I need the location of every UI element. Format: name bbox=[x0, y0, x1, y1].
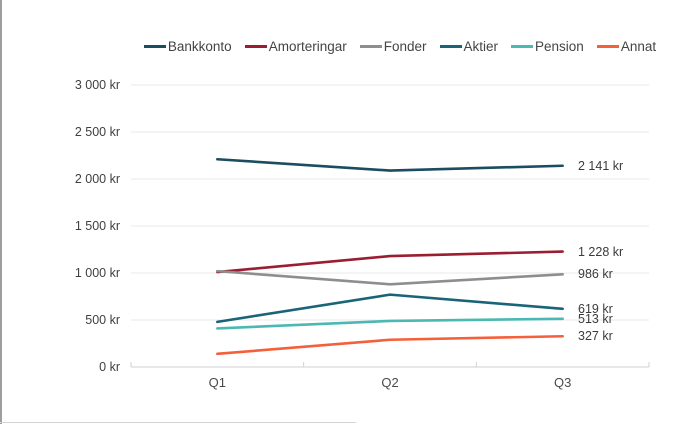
series-line-pension bbox=[216, 317, 564, 330]
legend-line-swatch bbox=[143, 44, 166, 48]
legend-item-aktier: Aktier bbox=[439, 38, 499, 54]
legend-line-swatch bbox=[439, 44, 462, 48]
series-line-fonder bbox=[216, 269, 564, 286]
series-end-value-label: 513 kr bbox=[578, 311, 613, 326]
legend-label: Amorteringar bbox=[268, 38, 347, 54]
y-axis-tick-label: 500 kr bbox=[85, 313, 120, 327]
x-axis-category-label: Q1 bbox=[208, 375, 226, 390]
legend-label: Fonder bbox=[383, 38, 427, 54]
legend-line-swatch bbox=[359, 44, 382, 48]
series-line-annat bbox=[216, 334, 564, 356]
series-line-aktier bbox=[216, 293, 564, 324]
series-end-value-label: 619 kr bbox=[578, 301, 613, 316]
x-axis-category-label: Q3 bbox=[553, 375, 572, 390]
series-end-value-label: 2 141 kr bbox=[578, 158, 624, 173]
legend-label: Bankkonto bbox=[167, 38, 232, 54]
y-axis-tick-label: 2 500 kr bbox=[74, 125, 120, 139]
series-end-value-label: 1 228 kr bbox=[578, 244, 624, 259]
page-bottom-border bbox=[0, 422, 356, 423]
legend-label: Annat bbox=[620, 38, 657, 54]
series-end-value-label: 986 kr bbox=[578, 267, 613, 282]
series-end-value-label: 327 kr bbox=[578, 329, 613, 343]
legend-item-fonder: Fonder bbox=[359, 38, 427, 54]
page-left-border bbox=[0, 0, 2, 424]
legend-item-pension: Pension bbox=[511, 39, 584, 54]
legend-line-swatch bbox=[596, 44, 619, 48]
y-axis-tick-label: 1 500 kr bbox=[74, 219, 120, 233]
series-line-bankkonto bbox=[216, 157, 564, 172]
legend-line-swatch bbox=[511, 44, 534, 48]
legend-item-amorteringar: Amorteringar bbox=[244, 38, 347, 54]
legend-item-annat: Annat bbox=[596, 38, 657, 54]
legend-label: Pension bbox=[535, 38, 584, 54]
legend-line-swatch bbox=[244, 44, 267, 48]
y-axis-tick-label: 3 000 kr bbox=[74, 78, 120, 92]
y-axis-tick-label: 0 kr bbox=[99, 360, 120, 374]
x-axis-category-label: Q2 bbox=[381, 375, 399, 390]
chart-legend: Bankkonto Amorteringar Fonder Aktier Pension… bbox=[110, 38, 690, 54]
legend-label: Aktier bbox=[463, 38, 499, 54]
series-line-amorteringar bbox=[216, 250, 564, 274]
y-axis-tick-label: 2 000 kr bbox=[74, 172, 120, 186]
y-axis-tick-label: 1 000 kr bbox=[74, 266, 120, 280]
legend-item-bankkonto: Bankkonto bbox=[143, 38, 232, 54]
